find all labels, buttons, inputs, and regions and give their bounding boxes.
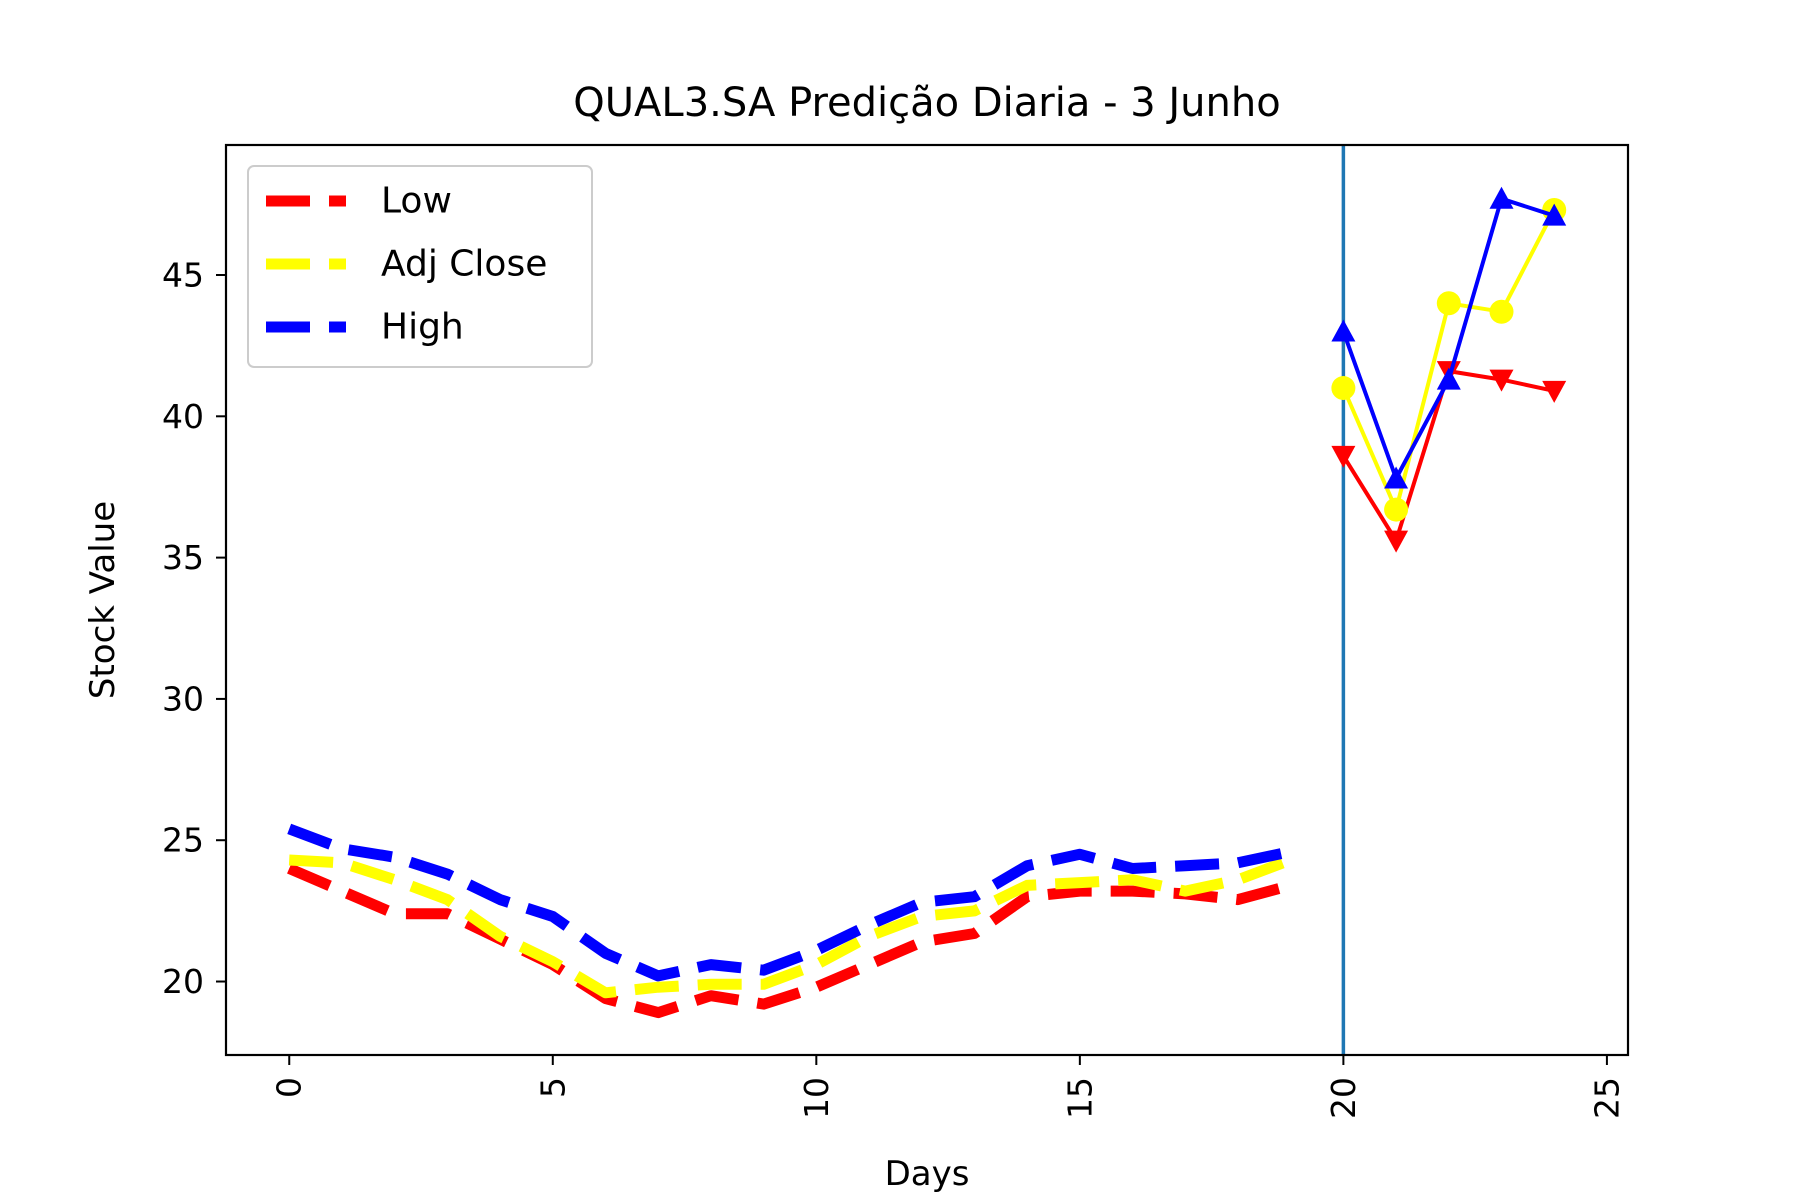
prediction-point-high xyxy=(1331,319,1356,342)
prediction-point-adj-close xyxy=(1489,299,1514,324)
prediction-point-low xyxy=(1331,445,1356,468)
legend-label-adj-close: Adj Close xyxy=(381,244,547,285)
x-tick-label: 20 xyxy=(1324,1077,1363,1119)
prediction-point-adj-close xyxy=(1436,291,1461,316)
prediction-point-low xyxy=(1489,369,1514,392)
y-tick-label: 45 xyxy=(162,256,204,295)
x-axis-label: Days xyxy=(885,1154,970,1194)
legend: Low Adj Close High xyxy=(247,165,593,368)
y-tick-label: 30 xyxy=(162,679,204,718)
x-tick-label: 15 xyxy=(1060,1077,1099,1119)
x-axis-ticks: 0 5 10 15 20 25 xyxy=(270,1055,1626,1119)
legend-label-high: High xyxy=(381,307,464,348)
x-tick-label: 25 xyxy=(1587,1077,1626,1119)
y-tick-label: 35 xyxy=(162,538,204,577)
axes-frame xyxy=(224,143,1630,1057)
y-tick-label: 25 xyxy=(162,821,204,860)
prediction-point-high xyxy=(1384,466,1409,489)
y-axis-label: Stock Value xyxy=(83,501,123,699)
prediction-point-low xyxy=(1542,380,1567,403)
plot-area xyxy=(287,145,1567,1055)
historical-line-adj-close xyxy=(288,854,1293,999)
prediction-point-low xyxy=(1384,530,1409,553)
historical-line-high xyxy=(287,823,1292,982)
prediction-point-high xyxy=(1542,203,1567,226)
chart-title: QUAL3.SA Predição Diaria - 3 Junho xyxy=(573,80,1280,126)
y-tick-label: 20 xyxy=(162,962,204,1001)
y-axis-ticks: 20 25 30 35 40 45 xyxy=(162,256,226,1001)
prediction-point-adj-close xyxy=(1331,376,1356,401)
x-tick-label: 10 xyxy=(797,1077,836,1119)
x-tick-label: 5 xyxy=(533,1077,572,1098)
historical-line-low xyxy=(287,863,1293,1019)
y-tick-label: 40 xyxy=(162,397,204,436)
legend-label-low: Low xyxy=(381,181,452,222)
prediction-point-high xyxy=(1436,367,1461,390)
series-group xyxy=(287,145,1567,1055)
legend-box xyxy=(247,165,593,368)
x-tick-label: 0 xyxy=(270,1077,309,1098)
prediction-point-adj-close xyxy=(1384,497,1409,522)
prediction-point-high xyxy=(1489,186,1514,209)
